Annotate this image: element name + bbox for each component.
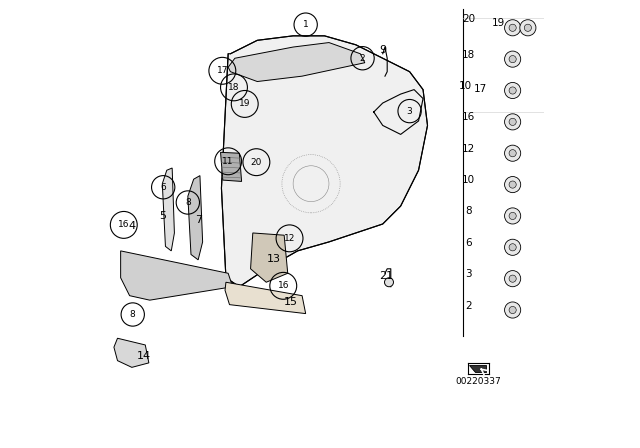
Text: 13: 13 — [268, 254, 282, 264]
Circle shape — [524, 24, 531, 31]
Text: 16: 16 — [462, 112, 476, 122]
Circle shape — [504, 177, 521, 193]
Text: 18: 18 — [462, 50, 476, 60]
Text: 12: 12 — [284, 234, 295, 243]
Circle shape — [504, 82, 521, 99]
Circle shape — [509, 150, 516, 157]
Polygon shape — [228, 43, 365, 82]
Text: 4: 4 — [128, 221, 136, 231]
Text: 3: 3 — [407, 107, 412, 116]
Circle shape — [385, 278, 394, 287]
Circle shape — [509, 56, 516, 63]
Circle shape — [509, 118, 516, 125]
Polygon shape — [221, 152, 242, 181]
Circle shape — [504, 114, 521, 130]
Text: 6: 6 — [465, 238, 472, 248]
Polygon shape — [225, 282, 306, 314]
Polygon shape — [188, 176, 203, 260]
Circle shape — [504, 145, 521, 161]
Text: 3: 3 — [465, 269, 472, 279]
Text: 12: 12 — [462, 144, 476, 154]
Text: 2: 2 — [465, 301, 472, 310]
Circle shape — [504, 302, 521, 318]
Text: 15: 15 — [284, 297, 298, 307]
Text: 19: 19 — [239, 99, 250, 108]
Text: 19: 19 — [492, 18, 505, 28]
Text: 10: 10 — [459, 81, 472, 91]
Circle shape — [504, 51, 521, 67]
Polygon shape — [121, 251, 233, 300]
Circle shape — [504, 239, 521, 255]
Text: 6: 6 — [161, 183, 166, 192]
Text: 7: 7 — [195, 215, 203, 225]
Circle shape — [509, 24, 516, 31]
Circle shape — [509, 306, 516, 314]
Text: 10: 10 — [462, 175, 476, 185]
Circle shape — [509, 181, 516, 188]
Circle shape — [509, 244, 516, 251]
Text: 8: 8 — [130, 310, 136, 319]
Text: 9: 9 — [379, 45, 387, 55]
Text: 14: 14 — [138, 351, 152, 361]
Circle shape — [504, 20, 521, 36]
Polygon shape — [114, 338, 149, 367]
Text: 8: 8 — [465, 207, 472, 216]
Circle shape — [504, 208, 521, 224]
Text: 8: 8 — [185, 198, 191, 207]
Polygon shape — [251, 233, 288, 282]
Polygon shape — [163, 168, 174, 251]
Circle shape — [520, 20, 536, 36]
Polygon shape — [468, 365, 486, 372]
Text: 18: 18 — [228, 83, 240, 92]
Text: 2: 2 — [360, 54, 365, 63]
Circle shape — [504, 271, 521, 287]
Text: 20: 20 — [462, 14, 476, 24]
Polygon shape — [221, 36, 428, 287]
Text: 5: 5 — [159, 211, 166, 221]
Text: 17: 17 — [216, 66, 228, 75]
Text: 1: 1 — [303, 20, 308, 29]
Text: 20: 20 — [251, 158, 262, 167]
Text: 21: 21 — [380, 271, 394, 280]
Text: 16: 16 — [118, 220, 129, 229]
Text: 00220337: 00220337 — [456, 377, 502, 386]
Circle shape — [509, 212, 516, 220]
Text: 16: 16 — [278, 281, 289, 290]
Circle shape — [509, 275, 516, 282]
Circle shape — [509, 87, 516, 94]
Text: 11: 11 — [223, 157, 234, 166]
Text: 17: 17 — [474, 84, 487, 94]
